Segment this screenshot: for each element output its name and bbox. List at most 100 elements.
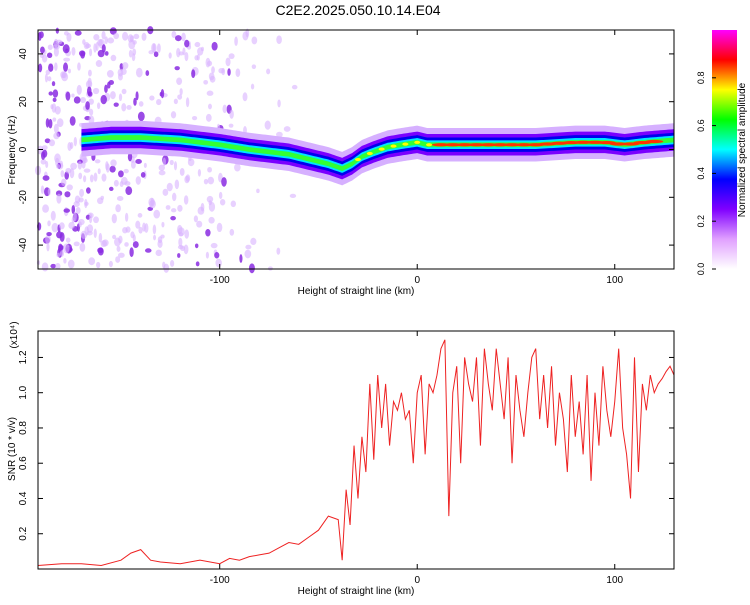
- noise-speckle: [227, 68, 231, 76]
- noise-speckle: [79, 188, 85, 198]
- noise-speckle: [177, 253, 181, 258]
- noise-speckle: [169, 159, 174, 166]
- noise-speckle: [171, 31, 177, 39]
- noise-speckle: [184, 229, 190, 239]
- noise-speckle: [184, 39, 190, 48]
- noise-speckle: [208, 72, 215, 81]
- noise-speckle: [219, 198, 226, 206]
- noise-speckle: [161, 221, 165, 228]
- noise-speckle: [82, 39, 86, 45]
- noise-speckle: [88, 98, 94, 105]
- noise-speckle: [92, 87, 100, 95]
- noise-speckle: [88, 257, 96, 266]
- noise-speckle: [184, 51, 189, 62]
- noise-speckle: [116, 245, 121, 252]
- noise-speckle: [58, 245, 64, 250]
- noise-speckle: [111, 213, 117, 224]
- noise-speckle: [67, 141, 72, 152]
- noise-speckle: [45, 118, 50, 128]
- noise-speckle: [142, 222, 146, 232]
- noise-speckle: [41, 54, 48, 63]
- noise-speckle: [206, 60, 213, 67]
- noise-speckle: [84, 201, 89, 206]
- noise-speckle: [218, 191, 223, 200]
- noise-speckle: [63, 62, 68, 72]
- noise-speckle: [63, 31, 69, 36]
- noise-speckle: [48, 63, 54, 72]
- noise-speckle: [107, 37, 115, 44]
- noise-speckle: [289, 193, 297, 199]
- noise-speckle: [93, 34, 100, 41]
- noise-speckle: [276, 247, 281, 255]
- spectrogram-noise-layer: [34, 26, 298, 274]
- colorbar-tick-label: 0.6: [696, 119, 706, 132]
- snr-y-ticks: 0.2 0.4 0.6 0.8 1.0 1.2: [18, 350, 674, 541]
- noise-speckle: [113, 102, 119, 107]
- noise-speckle: [156, 43, 161, 54]
- noise-speckle: [56, 164, 61, 169]
- noise-speckle: [40, 185, 45, 195]
- noise-speckle: [266, 68, 271, 75]
- noise-speckle: [170, 215, 176, 221]
- chart-title: C2E2.2025.050.10.14.E04: [275, 2, 440, 18]
- noise-speckle: [44, 73, 48, 83]
- noise-speckle: [100, 94, 107, 105]
- noise-speckle: [165, 205, 171, 210]
- noise-speckle: [191, 69, 196, 79]
- noise-speckle: [126, 105, 132, 110]
- noise-speckle: [194, 243, 199, 249]
- noise-speckle: [84, 226, 89, 236]
- ridge-core: [366, 151, 373, 156]
- noise-speckle: [46, 242, 50, 252]
- noise-speckle: [137, 111, 145, 122]
- snr-frame: [37, 330, 675, 570]
- noise-speckle: [69, 116, 76, 126]
- noise-speckle: [65, 91, 71, 101]
- noise-speckle: [194, 41, 201, 48]
- noise-speckle: [173, 161, 178, 171]
- noise-speckle: [54, 153, 61, 164]
- noise-speckle: [115, 204, 121, 213]
- noise-speckle: [66, 184, 73, 191]
- noise-speckle: [228, 53, 235, 60]
- noise-speckle: [55, 27, 59, 34]
- snr-x-tick-label: -100: [210, 575, 230, 586]
- noise-speckle: [96, 197, 104, 205]
- noise-speckle: [158, 170, 166, 176]
- noise-speckle: [132, 40, 137, 45]
- noise-speckle: [129, 247, 134, 258]
- noise-speckle: [177, 227, 185, 237]
- noise-speckle: [74, 195, 81, 204]
- noise-speckle: [71, 93, 75, 98]
- noise-speckle: [250, 83, 255, 90]
- noise-speckle: [221, 177, 227, 187]
- noise-speckle: [121, 103, 127, 112]
- noise-speckle: [132, 48, 137, 56]
- noise-speckle: [124, 242, 129, 247]
- noise-speckle: [61, 178, 67, 187]
- noise-speckle: [71, 47, 76, 56]
- noise-speckle: [69, 168, 75, 179]
- noise-speckle: [93, 172, 98, 182]
- noise-speckle: [221, 67, 226, 76]
- noise-speckle: [52, 89, 59, 98]
- noise-speckle: [207, 176, 215, 185]
- noise-speckle: [155, 249, 162, 257]
- noise-speckle: [222, 104, 227, 114]
- noise-speckle: [124, 212, 129, 222]
- noise-speckle: [41, 262, 49, 272]
- spectrogram-y-axis-label: Frequency (Hz): [7, 116, 18, 185]
- noise-speckle: [108, 260, 113, 268]
- noise-speckle: [48, 139, 56, 147]
- noise-speckle: [71, 204, 76, 215]
- noise-speckle: [45, 160, 49, 169]
- spectrogram-x-axis-label: Height of straight line (km): [298, 286, 415, 297]
- noise-speckle: [101, 31, 106, 40]
- noise-speckle: [108, 80, 114, 85]
- noise-speckle: [208, 216, 215, 224]
- noise-speckle: [133, 33, 140, 40]
- noise-speckle: [132, 234, 136, 243]
- spectrogram-x-tick-label: 100: [606, 275, 623, 286]
- noise-speckle: [40, 151, 46, 160]
